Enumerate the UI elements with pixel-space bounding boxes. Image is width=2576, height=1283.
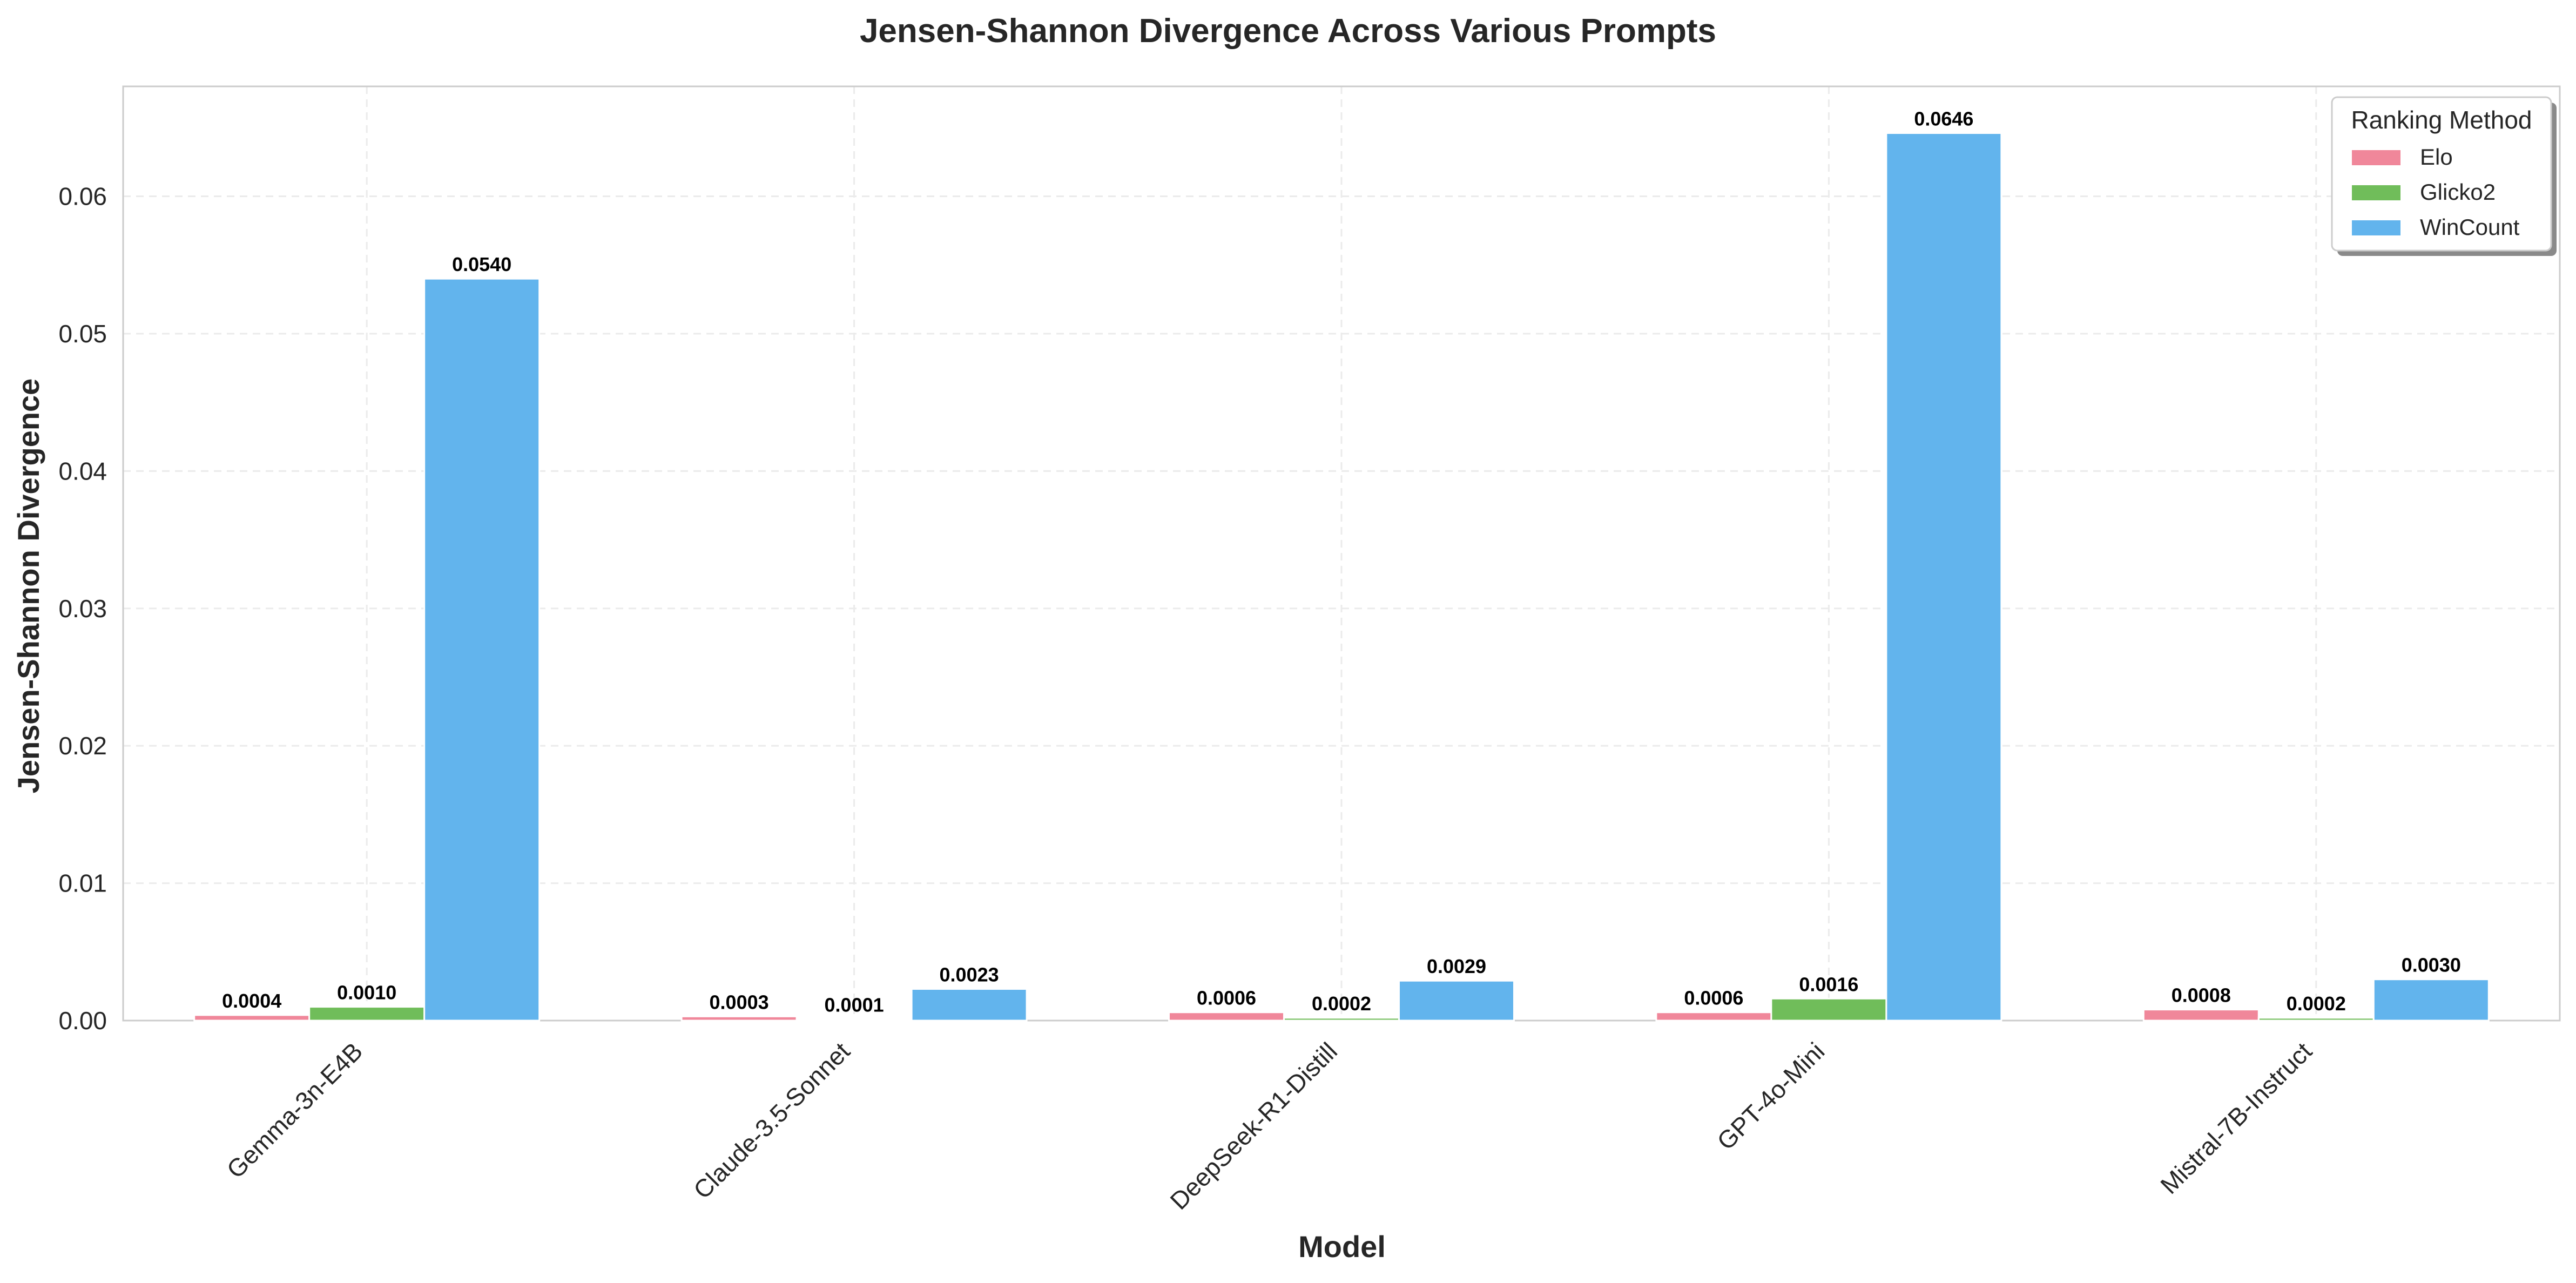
y-tick-label: 0.04 — [58, 457, 107, 485]
data-label: 0.0002 — [1312, 992, 1371, 1015]
legend-items: Elo Glicko2 WinCount — [2352, 144, 2520, 240]
data-label: 0.0030 — [2402, 954, 2461, 976]
legend-swatch-wincount — [2352, 220, 2400, 235]
bar-elo-gemma-3n-e4b — [193, 1014, 311, 1022]
bars — [193, 132, 2490, 1022]
y-axis-label: Jensen-Shannon Divergence — [11, 379, 45, 794]
y-tick-label: 0.01 — [58, 869, 107, 897]
y-tick-label: 0.02 — [58, 732, 107, 760]
bar-wincount-claude-3-5-sonnet — [911, 988, 1028, 1022]
legend-box — [2331, 96, 2552, 252]
bar-wincount-deepseek-r1-distill — [1398, 980, 1515, 1022]
bar-elo-gpt-4o-mini — [1655, 1011, 1772, 1022]
legend-label-wincount: WinCount — [2420, 214, 2520, 240]
data-label: 0.0002 — [2287, 992, 2346, 1015]
bar-glicko2-gemma-3n-e4b — [308, 1006, 426, 1022]
data-label: 0.0540 — [452, 253, 511, 275]
legend-swatch-glicko2 — [2352, 185, 2400, 200]
bar-elo-mistral-7b-instruct — [2142, 1009, 2260, 1022]
bar-glicko2-mistral-7b-instruct — [2257, 1017, 2375, 1022]
data-label: 0.0016 — [1799, 973, 1858, 995]
data-label: 0.0006 — [1684, 987, 1743, 1009]
data-label: 0.0008 — [2172, 984, 2231, 1007]
data-label: 0.0003 — [710, 991, 769, 1013]
bar-wincount-gpt-4o-mini — [1885, 132, 2002, 1022]
data-label: 0.0023 — [940, 963, 999, 985]
y-tick-label: 0.06 — [58, 183, 107, 211]
bar-wincount-mistral-7b-instruct — [2372, 978, 2490, 1022]
x-axis-label: Model — [1298, 1230, 1386, 1264]
y-tick-label: 0.05 — [58, 320, 107, 348]
legend-label-elo: Elo — [2420, 144, 2453, 170]
data-label: 0.0006 — [1197, 987, 1256, 1009]
bar-glicko2-claude-3-5-sonnet — [795, 1018, 913, 1022]
bar-elo-deepseek-r1-distill — [1168, 1011, 1285, 1022]
y-tick-label: 0.00 — [58, 1007, 107, 1035]
data-label: 0.0010 — [337, 982, 396, 1004]
bar-glicko2-gpt-4o-mini — [1770, 997, 1887, 1022]
chart-title: Jensen-Shannon Divergence Across Various… — [860, 12, 1716, 50]
y-tick-label: 0.03 — [58, 595, 107, 623]
legend-swatch-elo — [2352, 150, 2400, 165]
y-ticks: 0.00 0.01 0.02 0.03 0.04 0.05 0.06 — [58, 183, 107, 1035]
data-label: 0.0001 — [825, 994, 884, 1016]
bar-wincount-gemma-3n-e4b — [423, 278, 541, 1022]
legend-label-glicko2: Glicko2 — [2420, 179, 2496, 205]
legend: Ranking Method Elo Glicko2 WinCount — [2331, 96, 2557, 256]
bar-elo-claude-3-5-sonnet — [680, 1015, 798, 1022]
data-label: 0.0646 — [1914, 108, 1973, 130]
data-label: 0.0004 — [222, 990, 281, 1012]
data-labels: 0.0004 0.0010 0.0540 0.0003 0.0001 0.0023 0.00… — [222, 108, 2461, 1016]
data-label: 0.0029 — [1427, 955, 1486, 977]
bar-glicko2-deepseek-r1-distill — [1283, 1017, 1400, 1022]
legend-title: Ranking Method — [2351, 106, 2532, 134]
